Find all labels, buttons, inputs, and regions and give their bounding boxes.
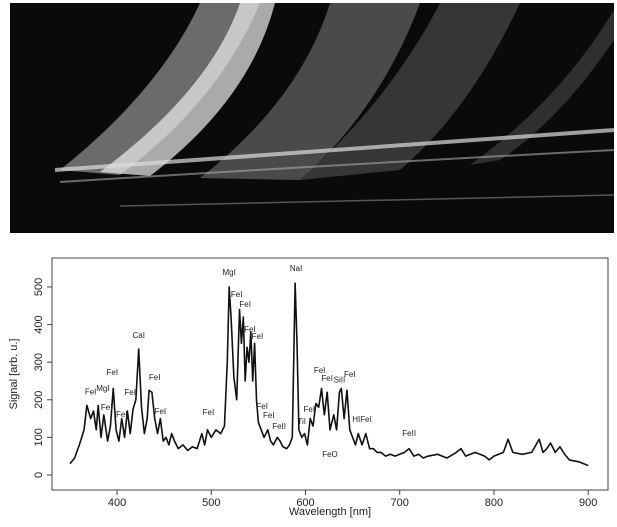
line-annotation: FeI	[244, 325, 256, 334]
x-tick-label: 800	[485, 497, 503, 509]
line-annotation: MgI	[222, 268, 235, 277]
line-annotation: SiII	[334, 375, 346, 384]
line-annotation: FeI	[314, 366, 326, 375]
line-annotation: FeI	[303, 405, 315, 414]
x-tick-label: 500	[202, 497, 220, 509]
line-annotation: MgI	[96, 384, 109, 393]
y-axis-label: Signal [arb. u.]	[8, 339, 20, 410]
line-annotation: FeI	[231, 290, 243, 299]
spectrum-photo	[10, 3, 615, 233]
line-annotation: FeI	[116, 410, 128, 419]
line-annotation: FeI	[256, 402, 268, 411]
y-tick-label: 500	[33, 278, 45, 296]
line-annotation: FeII	[402, 429, 416, 438]
line-annotation: FeII	[272, 422, 286, 431]
y-tick-label: 100	[33, 428, 45, 446]
line-annotation: FeI	[107, 368, 119, 377]
line-annotation: FeI	[101, 403, 113, 412]
line-annotation: FeI	[263, 411, 275, 420]
line-annotation: FeI	[252, 332, 264, 341]
y-tick-label: 0	[33, 472, 45, 478]
x-tick-label: 700	[391, 497, 409, 509]
line-annotation: FeI	[155, 407, 167, 416]
y-tick-label: 200	[33, 391, 45, 409]
x-tick-label: 900	[579, 497, 597, 509]
y-tick-label: 300	[33, 353, 45, 371]
line-annotation: FeI	[239, 300, 251, 309]
plot-frame	[51, 257, 609, 491]
line-annotation: FeI	[203, 408, 215, 417]
line-annotation: FeI	[344, 370, 356, 379]
line-annotation: TiI	[297, 417, 306, 426]
line-annotation: HIFeI	[352, 415, 372, 424]
line-annotation: FeI	[321, 374, 333, 383]
line-annotation: CaI	[132, 331, 144, 340]
line-annotation: FeI	[85, 387, 97, 396]
x-tick-label: 400	[108, 497, 126, 509]
x-axis-label: Wavelength [nm]	[289, 506, 371, 518]
x-tick-label: 600	[296, 497, 314, 509]
line-annotation: FeI	[124, 388, 136, 397]
y-tick-label: 400	[33, 315, 45, 333]
line-annotation: FeO	[322, 450, 338, 459]
spectrum-line	[69, 282, 589, 467]
line-annotation: FeI	[149, 373, 161, 382]
line-annotation: NaI	[290, 264, 302, 273]
